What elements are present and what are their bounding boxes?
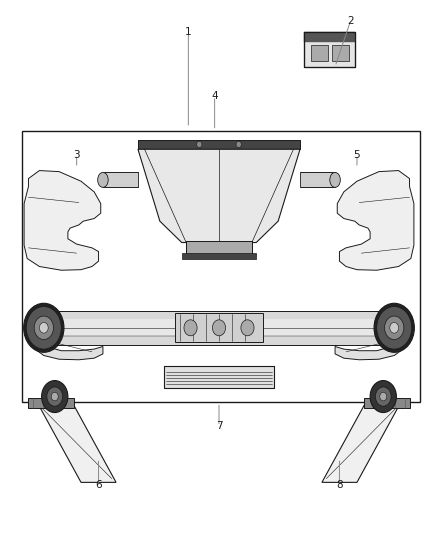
Circle shape bbox=[197, 141, 202, 148]
Bar bbox=[103, 172, 138, 187]
Circle shape bbox=[241, 320, 254, 336]
Polygon shape bbox=[24, 171, 101, 270]
Text: 3: 3 bbox=[73, 150, 80, 159]
Circle shape bbox=[42, 381, 68, 413]
Circle shape bbox=[39, 322, 48, 333]
Polygon shape bbox=[138, 149, 300, 243]
Bar bbox=[22, 131, 420, 402]
Bar bbox=[332, 45, 349, 61]
Polygon shape bbox=[335, 320, 410, 360]
Text: 5: 5 bbox=[353, 150, 360, 159]
Circle shape bbox=[51, 392, 58, 401]
Circle shape bbox=[24, 303, 64, 352]
Text: 6: 6 bbox=[95, 480, 102, 490]
Bar bbox=[182, 253, 256, 259]
Circle shape bbox=[26, 306, 61, 349]
Bar bbox=[55, 311, 383, 345]
Circle shape bbox=[370, 381, 396, 413]
Polygon shape bbox=[364, 398, 410, 408]
Ellipse shape bbox=[330, 172, 340, 187]
Bar bbox=[186, 241, 252, 256]
Polygon shape bbox=[28, 398, 74, 408]
Circle shape bbox=[212, 320, 226, 336]
Bar bbox=[55, 319, 383, 336]
Bar bbox=[138, 140, 300, 149]
Polygon shape bbox=[337, 171, 414, 270]
Bar bbox=[175, 313, 263, 342]
Bar bbox=[311, 45, 328, 61]
Ellipse shape bbox=[98, 172, 108, 187]
Circle shape bbox=[374, 303, 414, 352]
Circle shape bbox=[47, 387, 63, 406]
Bar bbox=[304, 32, 355, 67]
Bar bbox=[304, 32, 355, 42]
Circle shape bbox=[380, 392, 387, 401]
Bar bbox=[164, 366, 274, 388]
Text: 7: 7 bbox=[215, 422, 223, 431]
Circle shape bbox=[236, 141, 241, 148]
Circle shape bbox=[385, 316, 404, 340]
Circle shape bbox=[375, 387, 391, 406]
Text: 1: 1 bbox=[185, 27, 192, 37]
Circle shape bbox=[377, 306, 412, 349]
Circle shape bbox=[390, 322, 399, 333]
Bar bbox=[55, 311, 383, 345]
Polygon shape bbox=[28, 320, 103, 360]
Bar bbox=[300, 172, 335, 187]
Bar bbox=[304, 32, 355, 67]
Text: 8: 8 bbox=[336, 480, 343, 490]
Text: 4: 4 bbox=[211, 91, 218, 101]
Circle shape bbox=[34, 316, 53, 340]
Circle shape bbox=[184, 320, 197, 336]
Polygon shape bbox=[322, 402, 401, 482]
Text: 2: 2 bbox=[347, 17, 354, 26]
Polygon shape bbox=[37, 402, 116, 482]
